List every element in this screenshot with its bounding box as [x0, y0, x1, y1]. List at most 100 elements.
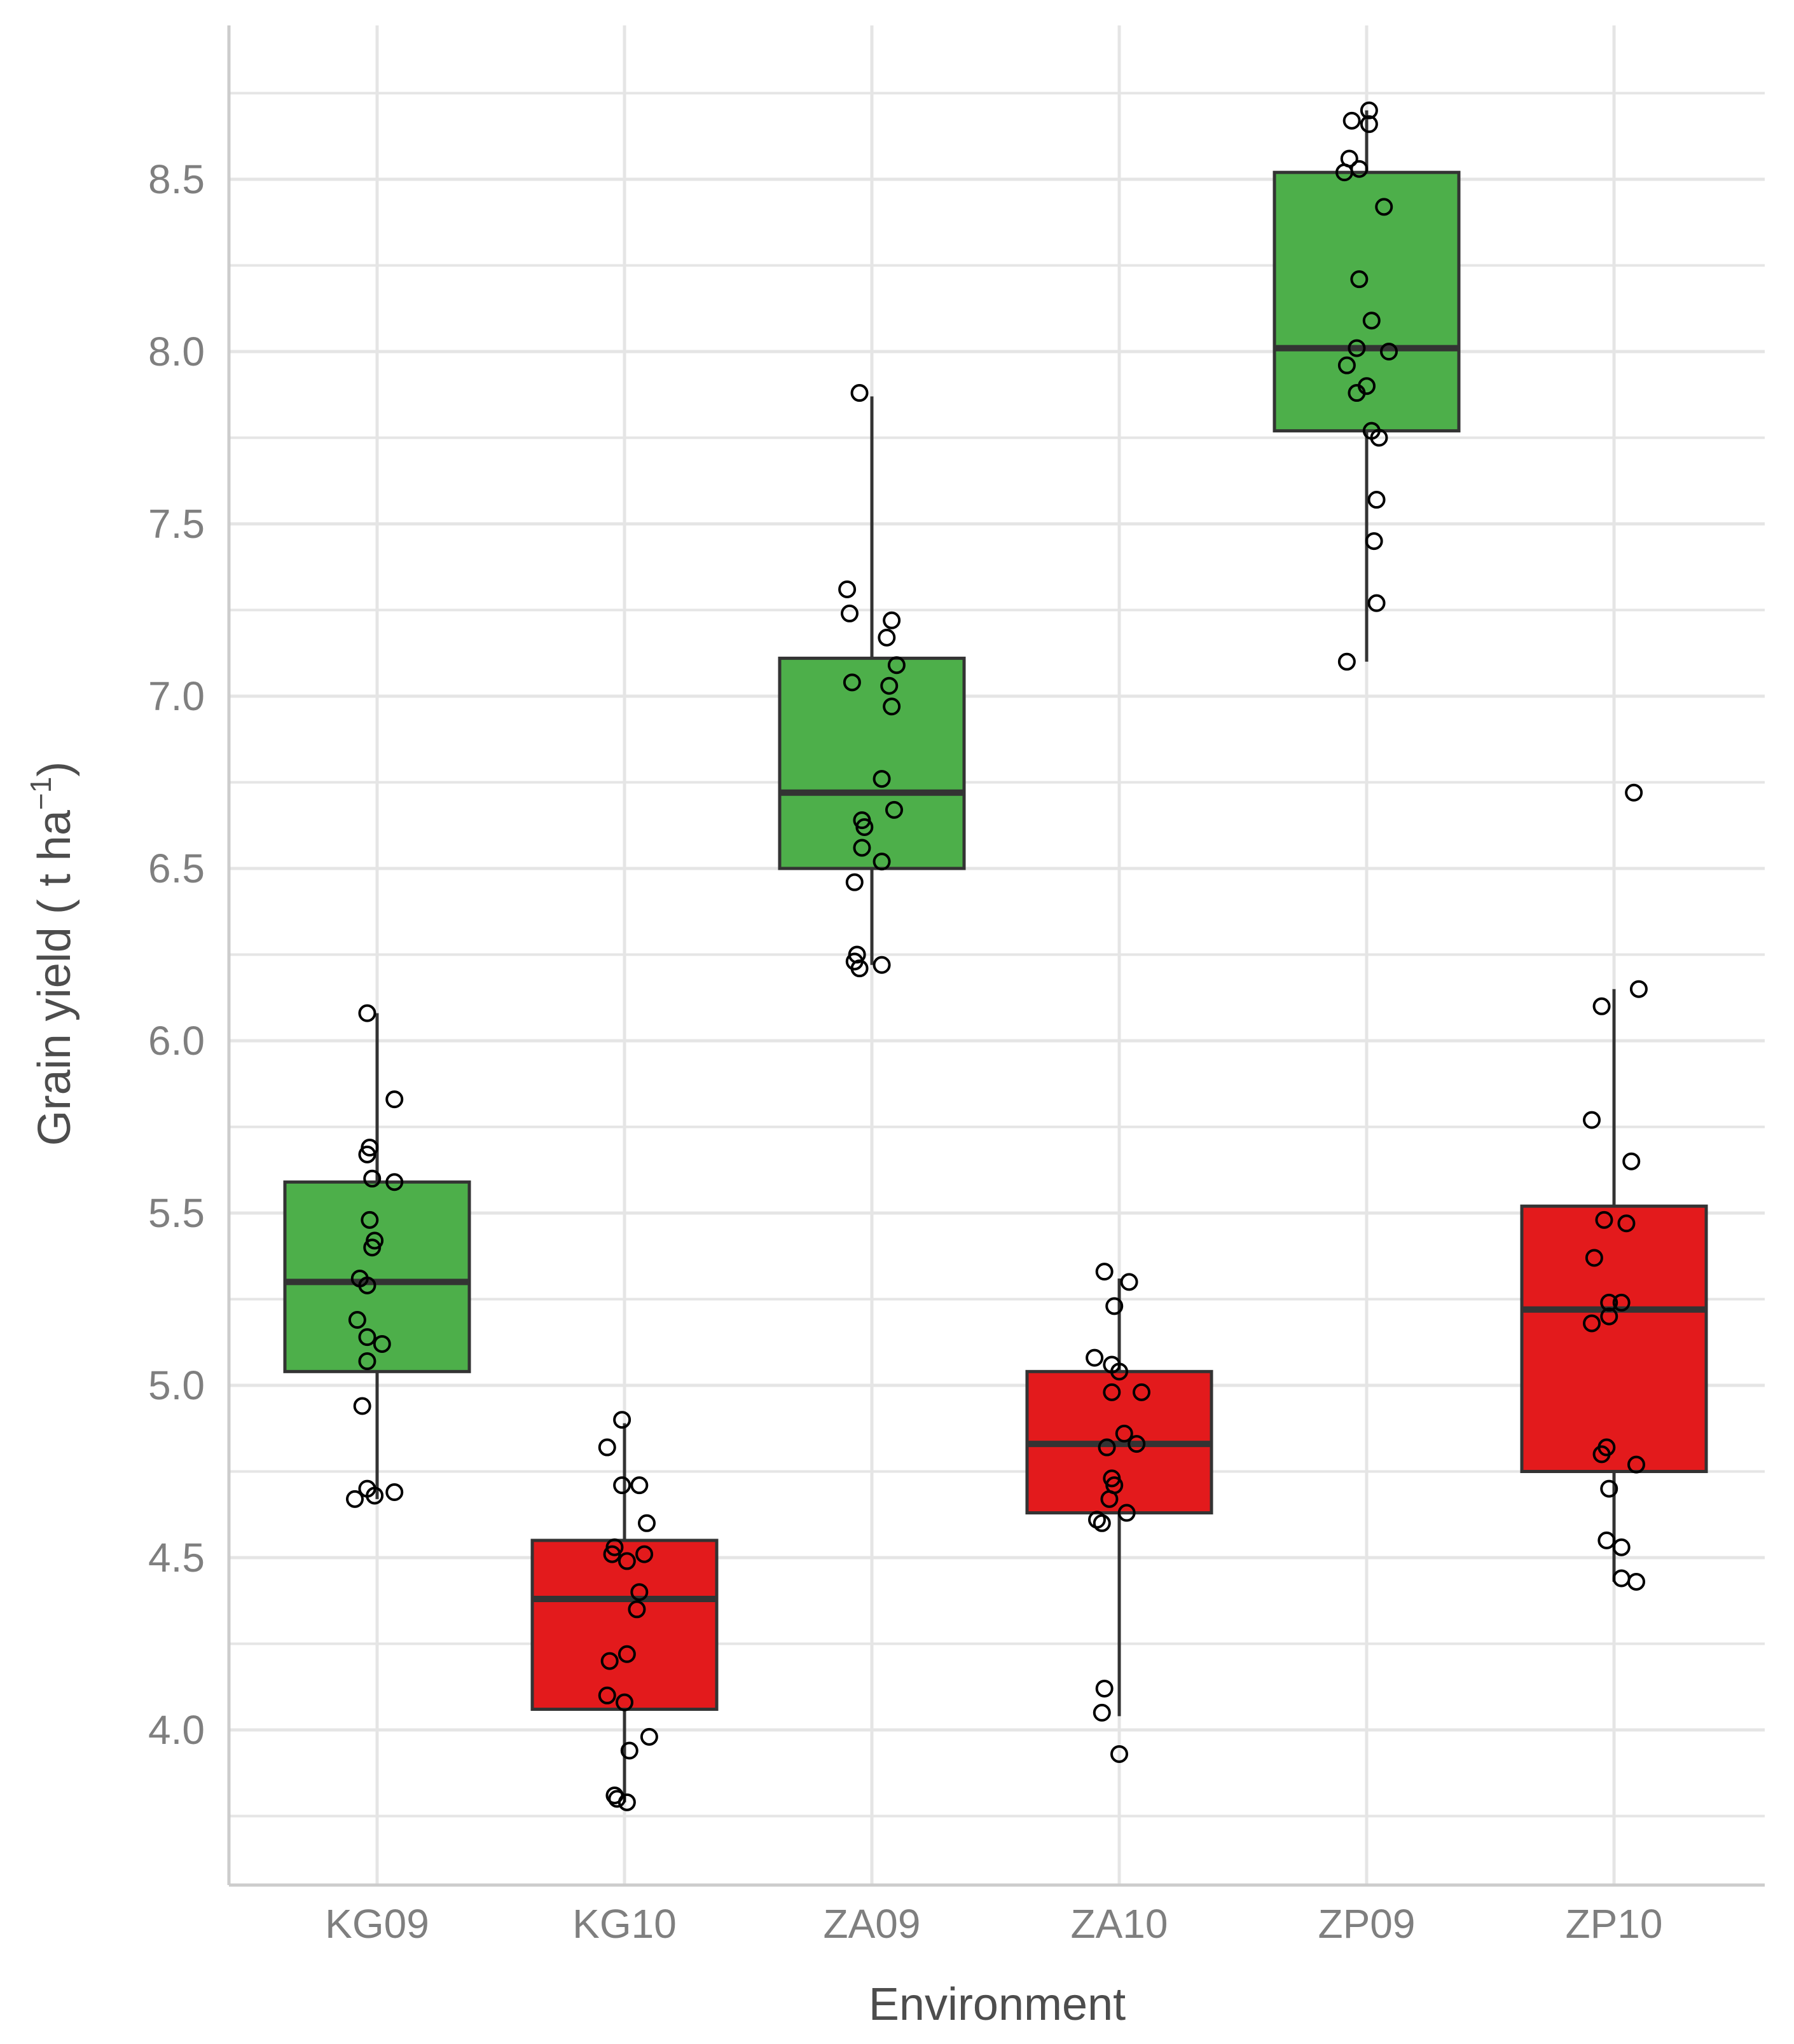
data-point — [353, 1397, 371, 1415]
data-point — [873, 853, 891, 871]
data-point — [845, 873, 864, 891]
box-kg10 — [530, 1423, 719, 1802]
data-point — [598, 1686, 616, 1704]
data-point — [1600, 1293, 1618, 1312]
data-point — [1110, 1745, 1128, 1763]
data-point — [613, 1476, 631, 1495]
data-point — [1360, 101, 1378, 120]
data-point — [853, 839, 871, 857]
data-point — [373, 1334, 391, 1353]
data-point — [1365, 532, 1383, 551]
data-point — [873, 956, 891, 974]
x-tick-labels: KG09 KG10 ZA09 ZA10 ZP09 ZP10 — [325, 1901, 1662, 1947]
data-point — [345, 1490, 364, 1508]
data-point — [873, 770, 891, 788]
data-point — [608, 1790, 626, 1808]
data-point — [363, 1238, 382, 1257]
y-tick-label: 5.0 — [148, 1362, 205, 1408]
data-point — [1093, 1703, 1111, 1722]
data-point — [1105, 1297, 1124, 1315]
data-point — [1103, 1383, 1121, 1401]
data-point — [1612, 1569, 1631, 1588]
data-point — [1360, 115, 1378, 134]
data-point — [1582, 1314, 1601, 1333]
data-point — [838, 580, 857, 598]
y-tick-label: 8.5 — [148, 156, 205, 202]
data-point — [1362, 312, 1381, 330]
data-point — [600, 1652, 619, 1670]
data-point — [603, 1545, 621, 1563]
data-point — [1622, 1152, 1641, 1170]
data-point — [1337, 356, 1356, 374]
y-tick-label: 4.5 — [148, 1535, 205, 1581]
data-point — [358, 1276, 376, 1294]
data-point — [618, 1552, 636, 1570]
data-point — [1337, 652, 1356, 671]
data-point — [1350, 270, 1369, 289]
x-tick-label: ZP09 — [1318, 1901, 1416, 1947]
box-zp10 — [1520, 989, 1708, 1582]
y-tick-label: 6.5 — [148, 846, 205, 891]
data-point — [1617, 1214, 1636, 1233]
data-point — [348, 1311, 366, 1329]
data-point — [1370, 429, 1388, 447]
x-tick-label: ZP10 — [1566, 1901, 1663, 1947]
data-point — [616, 1693, 633, 1711]
data-point — [1380, 343, 1398, 360]
data-point — [630, 1476, 649, 1495]
axes-layer — [227, 25, 1765, 1887]
data-point — [1627, 1455, 1646, 1474]
x-tick-label: ZA09 — [824, 1901, 921, 1947]
y-tick-label: 4.0 — [148, 1707, 205, 1753]
data-point — [843, 673, 861, 692]
data-point — [1612, 1293, 1631, 1312]
x-axis-title: Environment — [869, 1979, 1126, 2030]
data-point — [366, 1486, 384, 1505]
y-tick-label: 6.0 — [148, 1018, 205, 1064]
data-point — [1133, 1383, 1151, 1401]
x-tick-label: KG09 — [325, 1901, 429, 1947]
data-point — [618, 1793, 636, 1811]
data-point — [640, 1727, 658, 1746]
data-point — [358, 1352, 376, 1371]
data-point — [1342, 111, 1361, 130]
data-point — [1095, 1679, 1114, 1698]
data-point — [1625, 783, 1643, 802]
grid-layer — [229, 25, 1765, 1885]
data-point — [1367, 491, 1386, 509]
y-axis-title-prefix: Grain yield ( t ha — [29, 809, 80, 1146]
box-body — [283, 1180, 471, 1373]
data-point — [850, 384, 869, 402]
box-body — [778, 656, 966, 870]
data-point — [363, 1169, 382, 1188]
data-point — [850, 959, 869, 978]
y-tick-label: 8.0 — [148, 329, 205, 374]
data-point — [1367, 594, 1386, 612]
data-point — [883, 611, 901, 629]
data-point — [385, 1483, 404, 1502]
data-point — [385, 1173, 404, 1191]
data-point — [885, 800, 904, 819]
box-za10 — [1025, 1278, 1213, 1717]
y-tick-label: 7.0 — [148, 673, 205, 719]
data-point — [1592, 997, 1611, 1015]
data-point — [1600, 1479, 1618, 1498]
boxes-layer — [283, 110, 1708, 1802]
points-layer — [345, 101, 1648, 1811]
y-tick-label: 7.5 — [148, 501, 205, 547]
data-point — [1350, 160, 1369, 178]
data-point — [1093, 1514, 1111, 1532]
box-body — [1273, 170, 1461, 433]
data-point — [1348, 384, 1366, 402]
data-point — [618, 1645, 636, 1663]
data-point — [1375, 198, 1393, 216]
data-point — [1597, 1531, 1616, 1549]
data-point — [1086, 1348, 1104, 1367]
data-point — [1582, 1111, 1601, 1129]
data-point — [1612, 1538, 1631, 1556]
data-point — [1627, 1572, 1646, 1591]
box-zp09 — [1273, 110, 1461, 662]
data-point — [883, 697, 901, 716]
data-point — [878, 628, 896, 647]
